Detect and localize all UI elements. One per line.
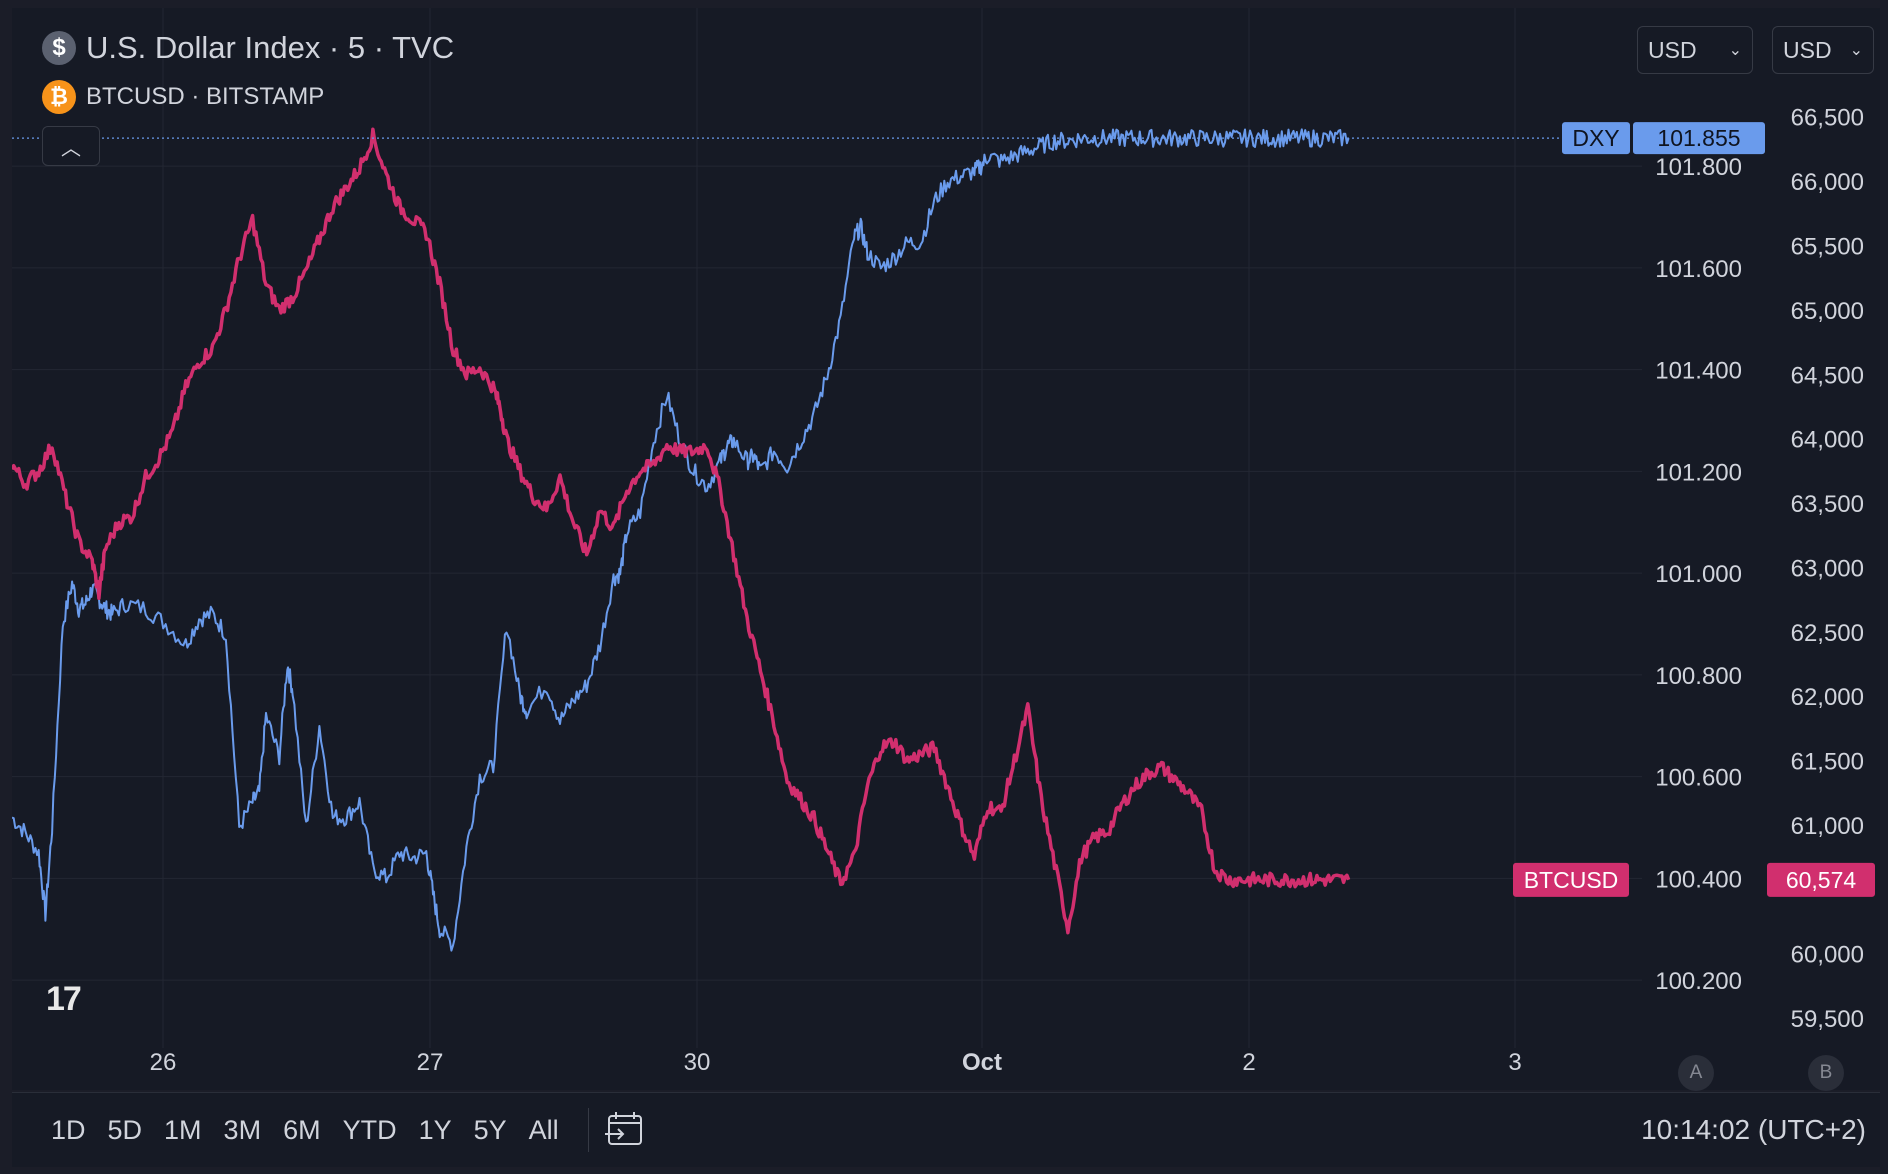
compare-symbol-label: BTCUSD · BITSTAMP <box>86 83 325 110</box>
dxy-name-tag <box>1562 122 1630 155</box>
chart-panel[interactable]: 101.800 101.600 101.400 101.200 101.000 100.8… <box>12 8 1880 1091</box>
btcusd-tick-label: 65,000 <box>1791 298 1864 325</box>
time-tick-label: 26 <box>150 1049 177 1076</box>
dxy-tick-label: 101.200 <box>1655 459 1742 486</box>
btcusd-tick-label: 65,500 <box>1791 234 1864 261</box>
time-axis[interactable]: 26 27 30 Oct 2 3 <box>150 1049 1522 1076</box>
range-3m-button[interactable]: 3M <box>223 1114 262 1145</box>
tradingview-logo[interactable]: 17 <box>46 980 82 1018</box>
collapse-legend-button[interactable]: ︿ <box>42 126 100 166</box>
btcusd-last-value-label: 60,574 <box>1786 867 1857 893</box>
dxy-tick-label: 100.400 <box>1655 866 1742 893</box>
time-tick-label: 3 <box>1508 1049 1521 1076</box>
dxy-tick-label: 101.800 <box>1655 154 1742 181</box>
dxy-tick-label: 101.400 <box>1655 358 1742 385</box>
timezone-clock[interactable]: 10:14:02 (UTC+2) <box>1641 1114 1866 1145</box>
range-selector: 1D 5D 1M 3M 6M YTD 1Y 5Y All <box>40 1093 645 1167</box>
currency-select-value: USD <box>1783 36 1832 63</box>
btcusd-tick-label: 64,500 <box>1791 362 1864 389</box>
chevron-up-icon: ︿ <box>61 137 81 160</box>
dxy-line <box>12 128 1350 952</box>
dxy-last-value-tag <box>1633 122 1765 155</box>
btcusd-last-value-tag <box>1767 862 1875 897</box>
time-tick-label: 2 <box>1242 1049 1255 1076</box>
scale-button-a[interactable]: A <box>1678 1055 1714 1091</box>
dxy-tick-label: 101.000 <box>1655 561 1742 588</box>
dxy-tick-label: 100.800 <box>1655 663 1742 690</box>
btcusd-name-tag <box>1513 862 1629 897</box>
dxy-tick-label: 100.600 <box>1655 765 1742 792</box>
dxy-tick-label: 100.200 <box>1655 968 1742 995</box>
date-range-icon[interactable] <box>603 1110 645 1150</box>
btcusd-tick-label: 66,000 <box>1791 169 1864 196</box>
chart-canvas[interactable]: 101.800 101.600 101.400 101.200 101.000 100.8… <box>12 8 1880 1090</box>
btcusd-tick-label: 61,000 <box>1791 813 1864 840</box>
bitcoin-icon: ₿ <box>42 80 76 114</box>
dxy-series <box>12 128 1350 952</box>
btcusd-tick-label: 62,000 <box>1791 684 1864 711</box>
range-5y-button[interactable]: 5Y <box>473 1114 507 1145</box>
dxy-tick-label: 101.600 <box>1655 256 1742 283</box>
scale-button-b[interactable]: B <box>1808 1055 1844 1091</box>
chevron-down-icon: ⌄ <box>1849 42 1863 59</box>
btcusd-tick-label: 63,000 <box>1791 555 1864 582</box>
dollar-icon: $ <box>42 31 76 65</box>
time-tick-label: 30 <box>684 1049 711 1076</box>
range-5d-button[interactable]: 5D <box>107 1114 143 1145</box>
btcusd-tick-label: 59,500 <box>1791 1006 1864 1033</box>
currency-select-left[interactable]: USD ⌄ <box>1637 26 1753 74</box>
compare-symbol-legend[interactable]: ₿ BTCUSD · BITSTAMP <box>42 80 324 114</box>
range-all-button[interactable]: All <box>528 1114 559 1145</box>
btcusd-tick-label: 63,500 <box>1791 491 1864 518</box>
currency-select-right[interactable]: USD ⌄ <box>1772 26 1874 74</box>
bottom-toolbar: 1D 5D 1M 3M 6M YTD 1Y 5Y All 10:14:02 (U… <box>12 1092 1880 1167</box>
grid-lines <box>12 8 1642 1048</box>
btcusd-line <box>12 127 1351 935</box>
dxy-last-value-label: 101.855 <box>1657 125 1740 151</box>
range-ytd-button[interactable]: YTD <box>342 1114 397 1145</box>
btcusd-tick-label: 61,500 <box>1791 749 1864 776</box>
currency-select-value: USD <box>1648 36 1697 63</box>
toolbar-divider <box>587 1108 589 1152</box>
btcusd-tick-label: 62,500 <box>1791 620 1864 647</box>
main-symbol-legend[interactable]: $ U.S. Dollar Index · 5 · TVC <box>42 30 454 66</box>
time-tick-label: Oct <box>962 1049 1002 1076</box>
range-1d-button[interactable]: 1D <box>51 1114 86 1145</box>
range-6m-button[interactable]: 6M <box>283 1114 321 1145</box>
btcusd-tick-label: 60,000 <box>1791 942 1864 969</box>
btcusd-series <box>12 127 1351 935</box>
main-symbol-label: U.S. Dollar Index · 5 · TVC <box>86 30 455 65</box>
dxy-name-tag-label: DXY <box>1572 125 1619 151</box>
btcusd-name-tag-label: BTCUSD <box>1524 867 1619 893</box>
time-tick-label: 27 <box>417 1049 444 1076</box>
range-1y-button[interactable]: 1Y <box>418 1114 452 1145</box>
btcusd-tick-label: 66,500 <box>1791 105 1864 132</box>
btcusd-tick-label: 64,000 <box>1791 427 1864 454</box>
price-axes[interactable]: 101.800 101.600 101.400 101.200 101.000 100.8… <box>12 105 1875 1033</box>
chevron-down-icon: ⌄ <box>1728 42 1742 59</box>
range-1m-button[interactable]: 1M <box>164 1114 202 1145</box>
